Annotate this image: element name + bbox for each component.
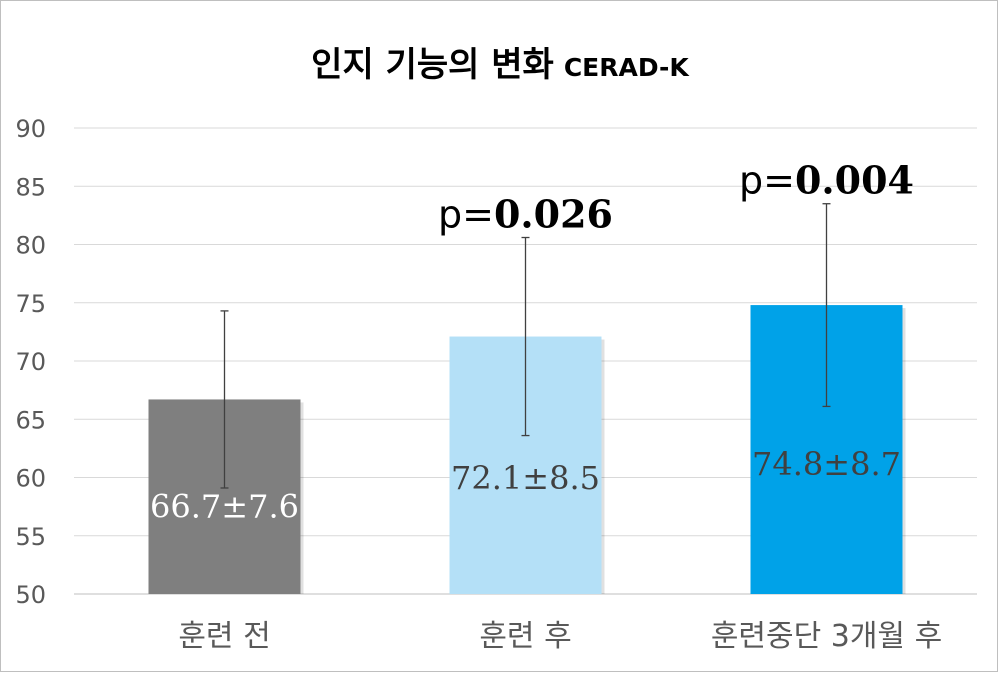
y-tick-label: 90 bbox=[15, 115, 46, 143]
y-tick-label: 55 bbox=[15, 523, 46, 551]
y-tick-label: 50 bbox=[15, 581, 46, 609]
y-tick-label: 65 bbox=[15, 406, 46, 434]
x-tick-label: 훈련 후 bbox=[479, 619, 571, 654]
x-tick-label: 훈련중단 3개월 후 bbox=[711, 619, 942, 654]
chart-title-main: 인지 기능의 변화 bbox=[311, 45, 554, 85]
y-tick-label: 60 bbox=[15, 465, 46, 493]
p-value-annotation: p=0.004 bbox=[739, 158, 914, 203]
chart-title: 인지 기능의 변화 CERAD-K bbox=[1, 37, 999, 86]
y-tick-label: 80 bbox=[15, 232, 46, 260]
y-tick-label: 75 bbox=[15, 290, 46, 318]
chart-title-sub: CERAD-K bbox=[563, 53, 689, 82]
data-label: 74.8±8.7 bbox=[752, 445, 901, 483]
y-tick-label: 70 bbox=[15, 348, 46, 376]
y-tick-label: 85 bbox=[15, 173, 46, 201]
data-label: 72.1±8.5 bbox=[451, 459, 600, 497]
p-value-annotation: p=0.026 bbox=[438, 192, 613, 237]
x-tick-label: 훈련 전 bbox=[178, 619, 270, 654]
data-label: 66.7±7.6 bbox=[150, 487, 299, 525]
